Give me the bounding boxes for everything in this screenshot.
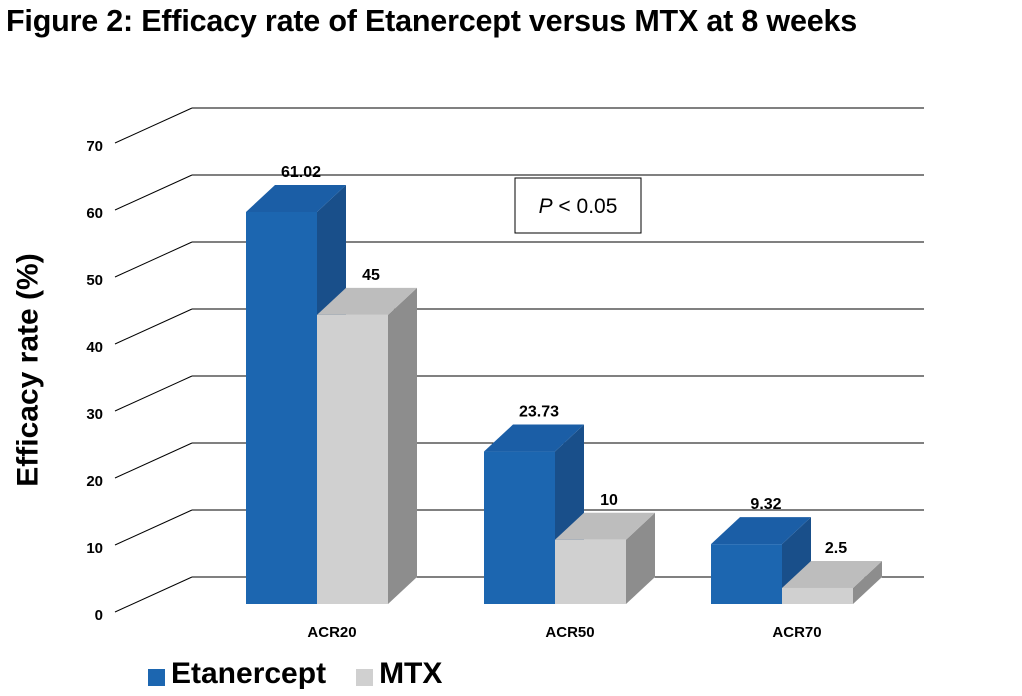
gridline-side — [114, 375, 193, 412]
chart-title: Figure 2: Efficacy rate of Etanercept ve… — [6, 4, 858, 38]
y-tick-label: 40 — [86, 339, 103, 356]
y-tick-label: 10 — [86, 540, 103, 557]
x-tick-label: ACR20 — [307, 624, 356, 641]
bar-mtx-acr20-top — [317, 287, 417, 315]
data-label: 45 — [362, 267, 380, 284]
data-label: 2.5 — [825, 540, 847, 557]
bar-etanercept-acr20 — [246, 212, 317, 604]
x-tick-label: ACR70 — [772, 624, 821, 641]
gridline-side — [114, 241, 193, 278]
bar-etanercept-acr70-top — [711, 517, 811, 545]
annotation-box — [514, 177, 642, 234]
y-tick-label: 0 — [95, 607, 103, 624]
bar-mtx-acr50-top — [555, 512, 655, 540]
legend-item-etanercept: Etanercept — [148, 657, 326, 691]
bar-mtx-acr70 — [782, 587, 853, 604]
annotation-p-value: P < 0.05 — [539, 195, 618, 218]
bar-mtx-acr70-side — [853, 560, 882, 604]
y-tick-label: 60 — [86, 205, 103, 222]
bar-mtx-acr50 — [555, 539, 626, 604]
y-tick-label: 70 — [86, 138, 103, 155]
data-label: 61.02 — [281, 164, 321, 181]
legend-label-etanercept: Etanercept — [171, 657, 327, 690]
y-tick-label: 30 — [86, 406, 103, 423]
gridline-side — [114, 576, 193, 613]
bar-etanercept-acr50-top — [484, 424, 584, 452]
gridline-side — [114, 107, 193, 144]
bar-mtx-acr70-top — [782, 560, 882, 588]
bar-mtx-acr20-side — [388, 287, 417, 604]
data-label: 23.73 — [519, 404, 559, 421]
bar-mtx-acr20 — [317, 314, 388, 604]
legend-label-mtx: MTX — [379, 657, 443, 690]
gridline-side — [114, 442, 193, 479]
gridline-side — [114, 308, 193, 345]
bar-etanercept-acr50 — [484, 451, 555, 604]
legend-item-mtx: MTX — [356, 657, 442, 691]
x-tick-label: ACR50 — [545, 624, 594, 641]
bar-etanercept-acr20-top — [246, 185, 346, 212]
bar-mtx-acr50-side — [626, 512, 655, 604]
y-tick-label: 50 — [86, 272, 103, 289]
legend-swatch-etanercept — [148, 668, 165, 686]
data-label: 10 — [600, 492, 618, 509]
bar-etanercept-acr70 — [711, 544, 782, 604]
data-label: 9.32 — [750, 496, 781, 513]
gridline-side — [114, 174, 193, 211]
legend: Etanercept MTX — [148, 654, 472, 694]
y-tick-label: 20 — [86, 473, 103, 490]
gridline-side — [114, 509, 193, 546]
legend-swatch-mtx — [356, 668, 374, 686]
